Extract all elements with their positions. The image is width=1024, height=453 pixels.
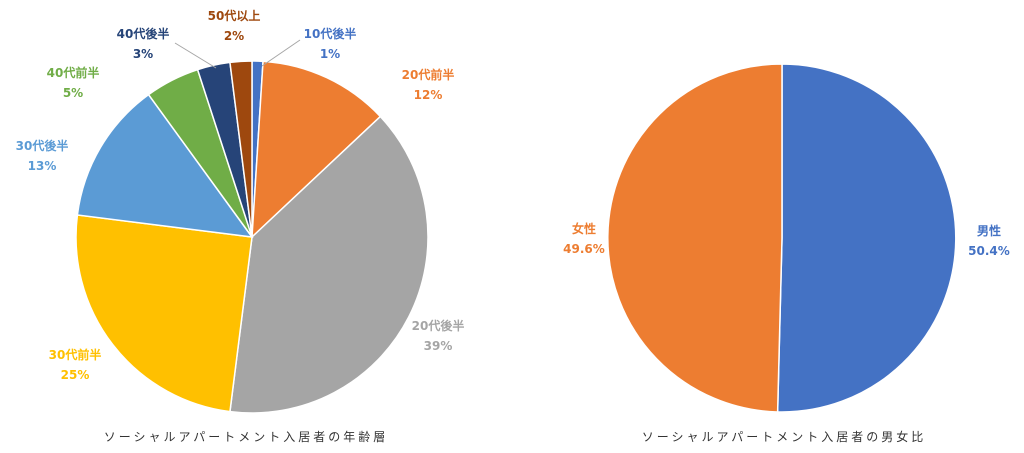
age-slice-value-0: 1% [320,47,340,61]
age-slice-value-3: 25% [61,368,90,382]
gender-chart-title: ソーシャルアパートメント入居者の男女比 [642,429,927,444]
age-leader-line-6 [174,42,217,69]
age-slice-2 [229,115,429,414]
age-slice-label-3: 30代前半 [49,347,102,362]
age-slice-label-6: 40代後半 [117,26,170,41]
age-slice-3 [75,214,253,413]
age-slice-value-1: 12% [414,88,443,102]
age-slice-value-7: 2% [224,29,244,43]
age-slice-value-6: 3% [133,47,153,61]
age-leader-line-0 [261,39,301,67]
age-slice-label-2: 20代後半 [412,318,465,333]
age-slice-4 [76,93,254,238]
gender-slice-label-1: 女性 [572,221,596,236]
age-slice-value-2: 39% [424,339,453,353]
gender-slice-0 [776,63,957,413]
age-slice-label-0: 10代後半 [304,26,357,41]
age-slice-7 [229,60,253,238]
age-slice-value-5: 5% [63,86,83,100]
age-slice-label-4: 30代後半 [16,138,69,153]
gender-slice-1 [607,63,783,413]
gender-slice-value-0: 50.4% [968,244,1010,258]
gender-slice-label-0: 男性 [977,223,1001,238]
age-slice-label-1: 20代前半 [402,67,455,82]
age-pie-chart: 10代後半 1% 20代前半 12% 20代後半 39% 30代前半 25% 30代後半 13% 4… [16,8,465,414]
gender-pie-chart: 男性 50.4% 女性 49.6% [563,63,1010,413]
age-slice-1 [251,60,382,239]
age-slice-label-7: 50代以上 [208,8,261,23]
age-slice-value-4: 13% [28,159,57,173]
age-chart-title: ソーシャルアパートメント入居者の年齢層 [104,429,389,444]
age-slice-label-5: 40代前半 [47,65,100,80]
gender-slice-value-1: 49.6% [563,242,605,256]
